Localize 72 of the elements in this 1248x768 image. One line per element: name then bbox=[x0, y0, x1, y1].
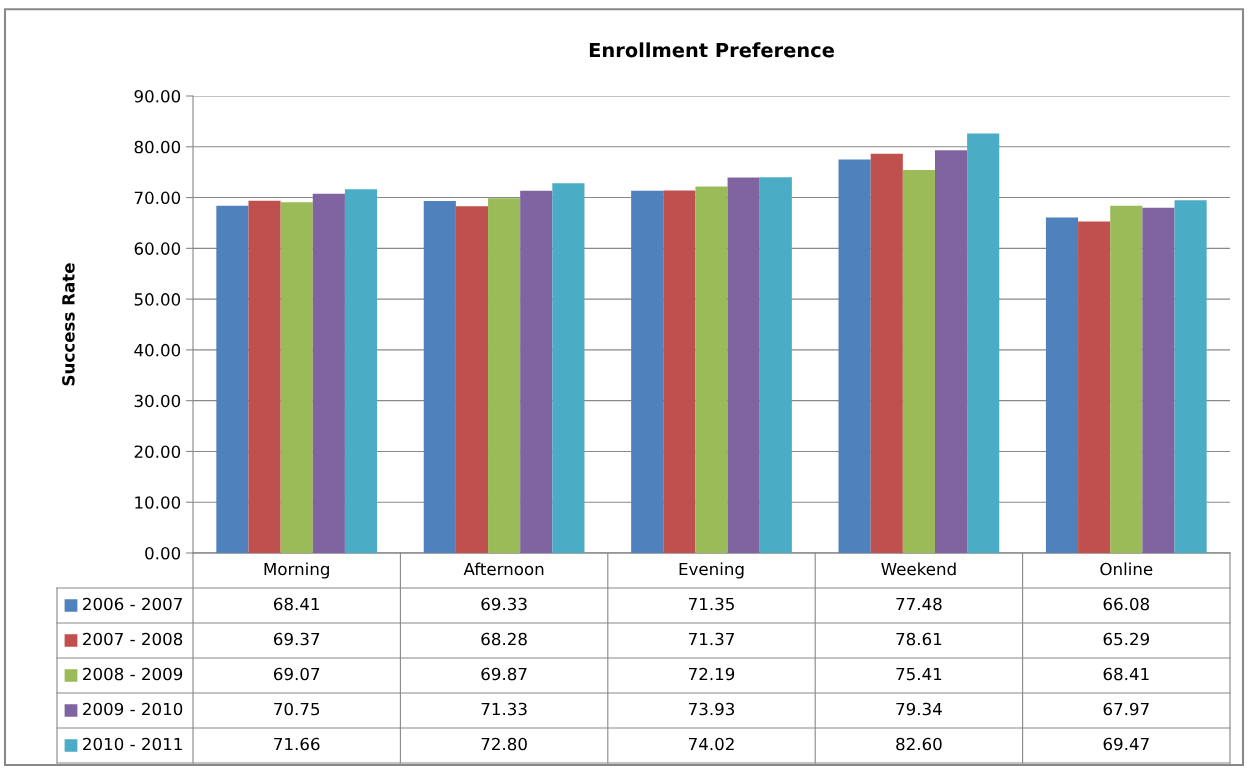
data-label: 78.61 bbox=[896, 632, 942, 646]
data-label: 77.48 bbox=[896, 597, 942, 611]
data-label: 68.28 bbox=[481, 632, 527, 646]
bar bbox=[902, 170, 935, 553]
bar bbox=[1174, 200, 1207, 553]
data-label: 75.41 bbox=[896, 667, 942, 681]
bar bbox=[838, 159, 871, 553]
data-label: 69.87 bbox=[481, 667, 527, 681]
data-label: 71.35 bbox=[689, 597, 734, 611]
y-tick-label: 20.00 bbox=[134, 445, 181, 459]
data-label: 71.37 bbox=[689, 632, 734, 646]
legend-label: 2006 - 2007 bbox=[83, 597, 182, 611]
y-tick-label: 40.00 bbox=[134, 343, 181, 357]
data-label: 68.41 bbox=[274, 597, 320, 611]
y-tick-label: 70.00 bbox=[134, 191, 181, 205]
y-tick-label: 0.00 bbox=[145, 546, 181, 560]
legend-label: 2007 - 2008 bbox=[83, 632, 183, 646]
chart-title: Enrollment Preference bbox=[589, 42, 834, 58]
x-tick-label: Evening bbox=[679, 562, 744, 579]
data-label: 67.97 bbox=[1103, 702, 1149, 716]
bar bbox=[488, 198, 521, 553]
bar bbox=[663, 190, 696, 553]
y-tick-label: 50.00 bbox=[134, 293, 181, 306]
bar bbox=[423, 200, 456, 553]
data-label: 72.19 bbox=[689, 667, 735, 681]
y-tick-label: 60.00 bbox=[134, 242, 181, 255]
data-label: 71.66 bbox=[274, 737, 320, 751]
data-label: 79.34 bbox=[896, 702, 942, 716]
data-label: 74.02 bbox=[689, 737, 734, 751]
bar bbox=[934, 150, 968, 553]
bar bbox=[312, 193, 345, 553]
bar bbox=[1110, 205, 1143, 553]
bar bbox=[1142, 207, 1175, 553]
bar bbox=[1078, 221, 1111, 553]
data-label: 66.08 bbox=[1103, 597, 1150, 611]
bar bbox=[280, 202, 313, 553]
data-label: 73.93 bbox=[689, 702, 735, 716]
y-tick-label: 90.00 bbox=[134, 89, 181, 103]
legend-label: 2010 - 2011 bbox=[83, 737, 182, 751]
x-tick-label: Afternoon bbox=[463, 562, 544, 576]
bar bbox=[759, 177, 792, 553]
data-label: 70.75 bbox=[274, 702, 320, 716]
data-label: 69.07 bbox=[274, 667, 320, 681]
data-label: 69.37 bbox=[274, 632, 320, 646]
bar bbox=[695, 186, 728, 553]
data-label: 71.33 bbox=[481, 702, 527, 716]
bar bbox=[520, 190, 553, 553]
data-label: 68.41 bbox=[1103, 667, 1149, 681]
bar bbox=[248, 200, 281, 553]
bar bbox=[216, 205, 249, 553]
legend-label: 2009 - 2010 bbox=[83, 702, 183, 716]
y-tick-label: 10.00 bbox=[135, 496, 181, 509]
data-label: 69.47 bbox=[1103, 737, 1149, 751]
bar bbox=[344, 189, 378, 553]
bar bbox=[552, 183, 585, 553]
bar bbox=[1045, 217, 1079, 553]
y-tick-label: 80.00 bbox=[134, 140, 181, 154]
data-label: 65.29 bbox=[1103, 632, 1149, 646]
data-label: 82.60 bbox=[896, 737, 942, 751]
x-tick-label: Morning bbox=[264, 562, 329, 579]
data-label: 69.33 bbox=[481, 597, 527, 611]
y-axis-title: Success Rate bbox=[62, 263, 75, 386]
y-tick-label: 30.00 bbox=[134, 394, 181, 408]
bar bbox=[870, 153, 903, 553]
data-label: 72.80 bbox=[481, 737, 527, 751]
legend-label: 2008 - 2009 bbox=[83, 667, 183, 681]
bar bbox=[727, 177, 760, 553]
x-tick-label: Weekend bbox=[881, 562, 956, 576]
x-tick-label: Online bbox=[1100, 562, 1153, 576]
bar bbox=[631, 190, 664, 553]
bar bbox=[967, 133, 1000, 553]
bar bbox=[455, 206, 489, 553]
